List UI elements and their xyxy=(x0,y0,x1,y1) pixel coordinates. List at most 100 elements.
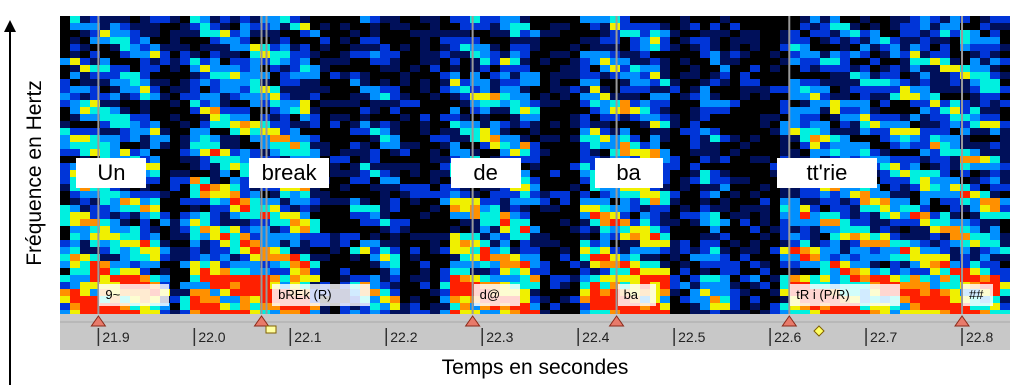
spectrogram-cell xyxy=(800,275,810,282)
spectrogram-cell xyxy=(670,219,680,226)
spectrogram-cell xyxy=(100,303,110,310)
spectrogram-cell xyxy=(620,58,630,65)
spectrogram-cell xyxy=(970,93,980,100)
spectrogram-cell xyxy=(230,191,240,198)
spectrogram-cell xyxy=(80,30,90,37)
spectrogram-cell xyxy=(490,135,500,142)
spectrogram-cell xyxy=(730,58,740,65)
boundary-marker-icon[interactable] xyxy=(781,315,798,327)
spectrogram-cell xyxy=(360,93,370,100)
spectrogram-cell xyxy=(920,205,930,212)
spectrogram-cell xyxy=(110,135,120,142)
spectrogram-cell xyxy=(640,212,650,219)
spectrogram-cell xyxy=(990,240,1000,247)
spectrogram-cell xyxy=(900,114,910,121)
spectrogram-cell xyxy=(210,212,220,219)
spectrogram-cell xyxy=(840,121,850,128)
spectrogram-cell xyxy=(220,303,230,310)
spectrogram-cell xyxy=(540,296,550,303)
spectrogram-cell xyxy=(410,100,420,107)
spectrogram-cell xyxy=(340,72,350,79)
spectrogram-cell xyxy=(630,30,640,37)
spectrogram-cell xyxy=(930,128,940,135)
boundary-marker-icon[interactable] xyxy=(954,315,970,327)
spectrogram-cell xyxy=(240,30,250,37)
spectrogram-cell xyxy=(500,51,510,58)
spectrogram-cell xyxy=(490,58,500,65)
spectrogram-cell xyxy=(950,184,960,191)
spectrogram-cell xyxy=(740,86,750,93)
spectrogram-cell xyxy=(830,303,840,310)
spectrogram-cell xyxy=(790,114,800,121)
spectrogram-cell xyxy=(170,289,180,296)
spectrogram-cell xyxy=(820,142,830,149)
spectrogram-cell xyxy=(490,142,500,149)
spectrogram-cell xyxy=(480,58,490,65)
spectrogram-cell xyxy=(680,247,690,254)
spectrogram-cell xyxy=(800,247,810,254)
spectrogram-cell xyxy=(470,247,480,254)
spectrogram-cell xyxy=(450,310,460,317)
spectrogram-cell xyxy=(820,23,830,30)
spectrogram-cell xyxy=(380,198,390,205)
spectrogram-cell xyxy=(180,212,190,219)
spectrogram-cell xyxy=(900,205,910,212)
boundary-marker-icon[interactable] xyxy=(253,315,270,327)
spectrogram-cell xyxy=(940,58,950,65)
spectrogram-cell xyxy=(960,65,970,72)
spectrogram-cell xyxy=(610,191,620,198)
spectrogram-cell xyxy=(770,128,780,135)
spectrogram-cell xyxy=(850,86,860,93)
spectrogram-cell xyxy=(570,86,580,93)
spectrogram-cell xyxy=(690,142,700,149)
spectrogram-cell xyxy=(930,37,940,44)
boundary-marker-icon[interactable] xyxy=(608,315,625,327)
boundary-marker-icon[interactable] xyxy=(464,315,481,327)
spectrogram-cell xyxy=(200,191,210,198)
spectrogram-cell xyxy=(230,128,240,135)
spectrogram-cell xyxy=(740,212,750,219)
spectrogram-cell xyxy=(810,240,820,247)
spectrogram-cell xyxy=(550,72,560,79)
spectrogram-cell xyxy=(420,51,430,58)
spectrogram-cell xyxy=(810,107,820,114)
spectrogram-cell xyxy=(780,37,790,44)
spectrogram-cell xyxy=(220,51,230,58)
spectrogram-cell xyxy=(710,247,720,254)
spectrogram-cell xyxy=(480,240,490,247)
spectrogram-cell xyxy=(450,149,460,156)
spectrogram-cell xyxy=(70,128,80,135)
spectrogram-cell xyxy=(160,303,170,310)
spectrogram-cell xyxy=(380,16,390,23)
spectrogram-cell xyxy=(670,254,680,261)
spectrogram-cell xyxy=(380,226,390,233)
spectrogram-cell xyxy=(920,16,930,23)
spectrogram-cell xyxy=(530,240,540,247)
spectrogram-cell xyxy=(860,240,870,247)
spectrogram-cell xyxy=(140,37,150,44)
spectrogram-cell xyxy=(340,310,350,317)
spectrogram-cell xyxy=(870,310,880,317)
spectrogram-cell xyxy=(560,65,570,72)
spectrogram-cell xyxy=(960,86,970,93)
spectrogram-cell xyxy=(360,212,370,219)
spectrogram-cell xyxy=(100,79,110,86)
spectrogram-cell xyxy=(500,254,510,261)
spectrogram-cell xyxy=(580,233,590,240)
spectrogram-cell xyxy=(240,233,250,240)
spectrogram-cell xyxy=(470,51,480,58)
spectrogram-cell xyxy=(700,142,710,149)
spectrogram-cell xyxy=(870,79,880,86)
spectrogram-cell xyxy=(840,149,850,156)
boundary-marker-icon[interactable] xyxy=(90,315,107,327)
spectrogram-cell xyxy=(150,23,160,30)
spectrogram-cell xyxy=(690,275,700,282)
spectrogram-cell xyxy=(200,226,210,233)
spectrogram-cell xyxy=(560,191,570,198)
spectrogram-cell xyxy=(900,219,910,226)
spectrogram-cell xyxy=(570,275,580,282)
spectrogram-cell xyxy=(460,149,470,156)
spectrogram-cell xyxy=(710,205,720,212)
spectrogram-cell xyxy=(800,100,810,107)
spectrogram-cell xyxy=(340,268,350,275)
